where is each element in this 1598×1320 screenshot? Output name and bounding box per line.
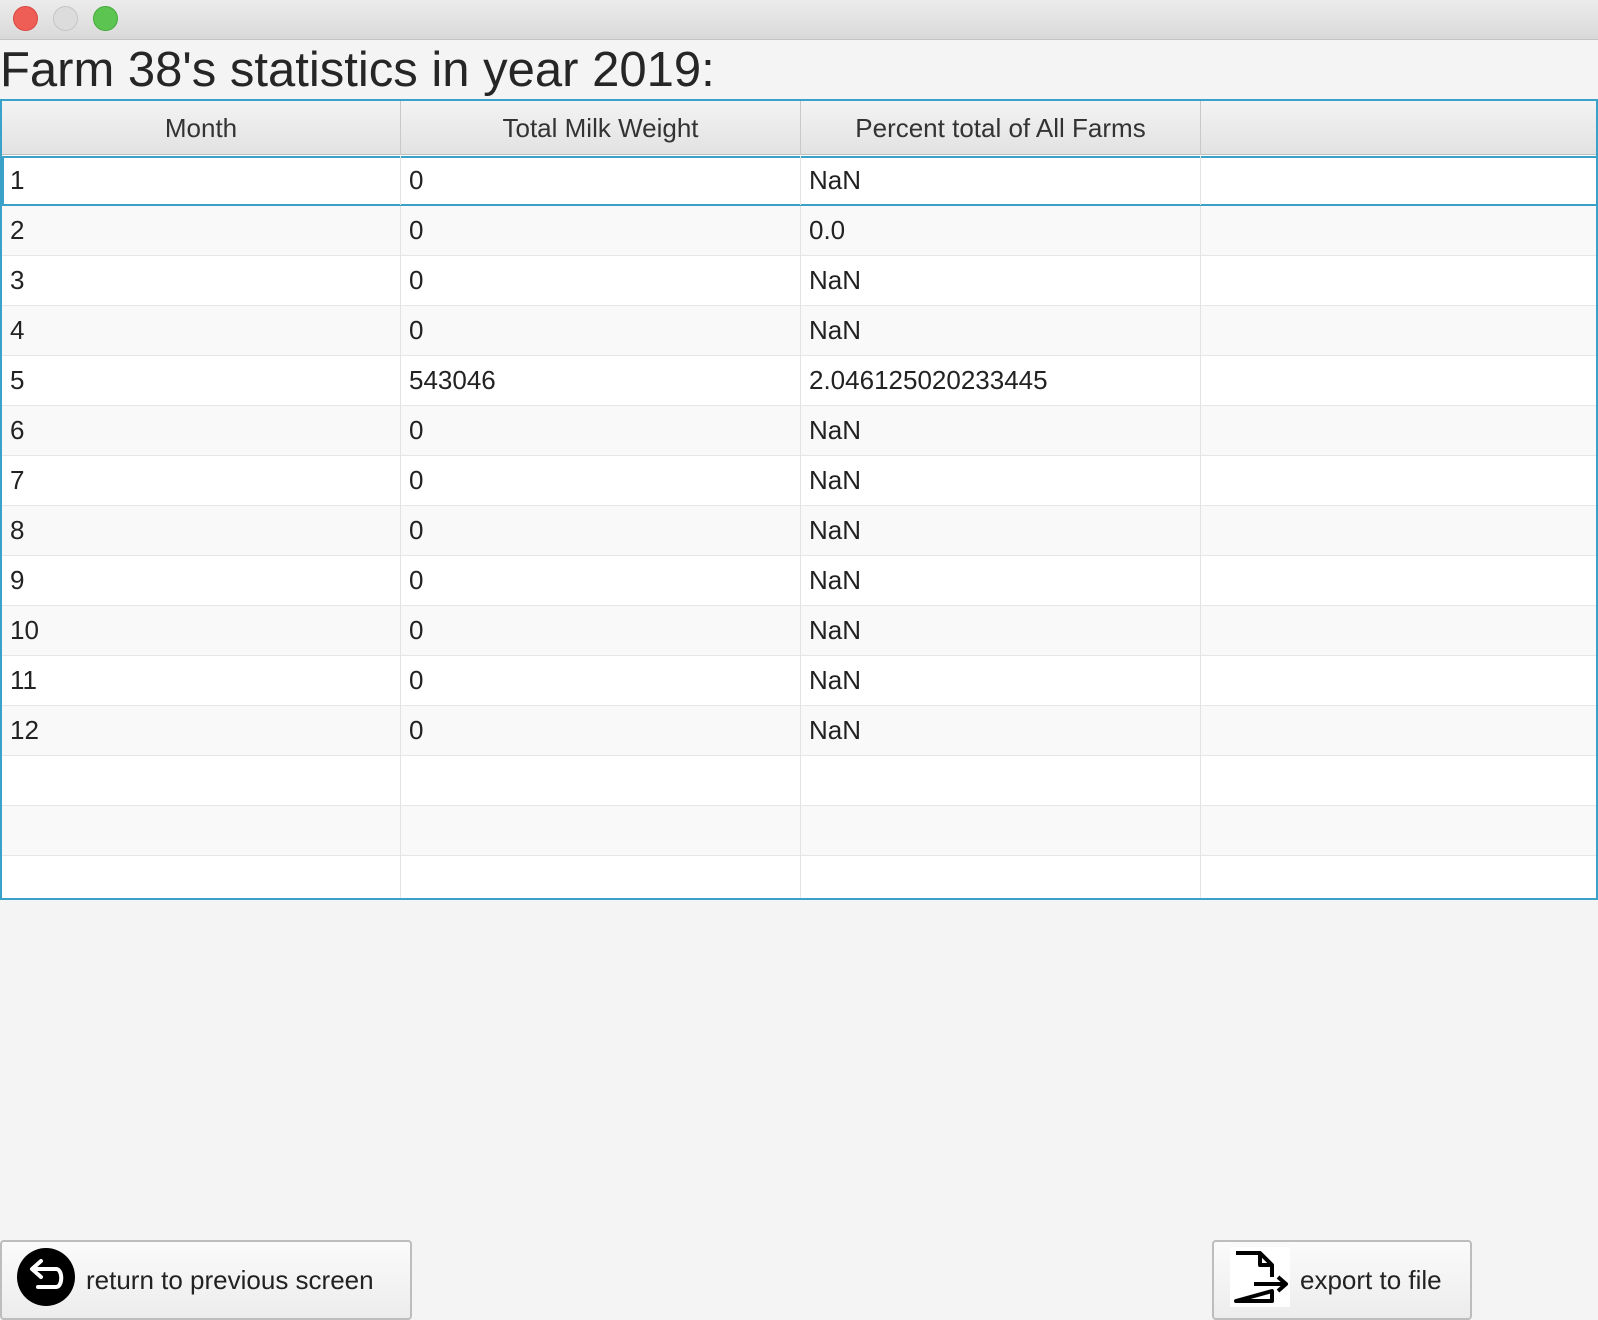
table-cell[interactable] <box>401 806 801 855</box>
table-row[interactable]: 9 0 NaN <box>2 556 1596 606</box>
column-header-percent-total[interactable]: Percent total of All Farms <box>801 101 1201 155</box>
table-cell[interactable] <box>1201 556 1596 605</box>
table-cell[interactable]: 0.0 <box>801 206 1201 255</box>
export-button-label: export to file <box>1300 1264 1442 1295</box>
close-window-button[interactable] <box>13 6 38 31</box>
table-cell[interactable]: 0 <box>401 156 801 205</box>
table-cell[interactable]: 10 <box>2 606 401 655</box>
table-cell[interactable] <box>1201 606 1596 655</box>
table-cell[interactable]: 2 <box>2 206 401 255</box>
table-cell[interactable]: 3 <box>2 256 401 305</box>
table-cell[interactable] <box>801 856 1201 898</box>
column-header-empty[interactable] <box>1201 101 1596 155</box>
table-cell[interactable]: 7 <box>2 456 401 505</box>
table-cell[interactable]: 9 <box>2 556 401 605</box>
table-cell[interactable]: 0 <box>401 506 801 555</box>
table-cell[interactable] <box>1201 206 1596 255</box>
maximize-window-button[interactable] <box>93 6 118 31</box>
table-cell[interactable] <box>1201 156 1596 205</box>
table-row[interactable]: 7 0 NaN <box>2 456 1596 506</box>
table-cell[interactable] <box>2 756 401 805</box>
window-titlebar <box>0 0 1598 40</box>
table-cell[interactable] <box>1201 306 1596 355</box>
table-cell[interactable]: 0 <box>401 206 801 255</box>
table-cell[interactable] <box>1201 456 1596 505</box>
table-row[interactable] <box>2 856 1596 898</box>
table-cell[interactable] <box>1201 856 1596 898</box>
table-cell[interactable]: 11 <box>2 656 401 705</box>
table-cell[interactable]: NaN <box>801 606 1201 655</box>
table-cell[interactable]: 0 <box>401 306 801 355</box>
table-cell[interactable]: 6 <box>2 406 401 455</box>
table-cell[interactable]: 0 <box>401 406 801 455</box>
table-cell[interactable] <box>1201 406 1596 455</box>
table-cell[interactable]: 0 <box>401 656 801 705</box>
table-row[interactable]: 8 0 NaN <box>2 506 1596 556</box>
table-cell[interactable]: 0 <box>401 706 801 755</box>
table-cell[interactable]: 0 <box>401 556 801 605</box>
table-cell[interactable]: 2.046125020233445 <box>801 356 1201 405</box>
table-row[interactable]: 1 0 NaN <box>2 156 1596 206</box>
table-cell[interactable] <box>401 756 801 805</box>
table-cell[interactable]: NaN <box>801 506 1201 555</box>
table-cell[interactable] <box>1201 756 1596 805</box>
table-cell[interactable] <box>1201 506 1596 555</box>
table-header: Month Total Milk Weight Percent total of… <box>2 101 1596 155</box>
table-cell[interactable]: 0 <box>401 456 801 505</box>
table-cell[interactable]: NaN <box>801 156 1201 205</box>
table-row[interactable]: 4 0 NaN <box>2 306 1596 356</box>
column-header-month[interactable]: Month <box>2 101 401 155</box>
table-cell[interactable] <box>1201 356 1596 405</box>
table-cell[interactable]: NaN <box>801 256 1201 305</box>
table-cell[interactable]: NaN <box>801 706 1201 755</box>
table-row[interactable]: 12 0 NaN <box>2 706 1596 756</box>
table-row[interactable] <box>2 756 1596 806</box>
table-row[interactable]: 3 0 NaN <box>2 256 1596 306</box>
table-cell[interactable] <box>1201 656 1596 705</box>
minimize-window-button[interactable] <box>53 6 78 31</box>
table-cell[interactable] <box>2 806 401 855</box>
statistics-table[interactable]: Month Total Milk Weight Percent total of… <box>0 99 1598 900</box>
table-cell[interactable]: 8 <box>2 506 401 555</box>
page-title: Farm 38's statistics in year 2019: <box>0 43 715 97</box>
return-button-label: return to previous screen <box>86 1264 374 1295</box>
table-row[interactable]: 2 0 0.0 <box>2 206 1596 256</box>
table-cell[interactable]: 0 <box>401 606 801 655</box>
export-button[interactable]: export to file <box>1212 1240 1472 1320</box>
table-row[interactable]: 11 0 NaN <box>2 656 1596 706</box>
table-row[interactable]: 5 543046 2.046125020233445 <box>2 356 1596 406</box>
table-cell[interactable] <box>401 856 801 898</box>
table-cell[interactable] <box>2 856 401 898</box>
export-file-icon <box>1230 1246 1290 1314</box>
table-cell[interactable]: 5 <box>2 356 401 405</box>
table-cell[interactable] <box>801 756 1201 805</box>
table-cell[interactable] <box>801 806 1201 855</box>
return-button[interactable]: return to previous screen <box>0 1240 412 1320</box>
column-header-total-milk-weight[interactable]: Total Milk Weight <box>401 101 801 155</box>
table-cell[interactable]: 1 <box>2 156 401 205</box>
return-arrow-icon <box>16 1247 76 1314</box>
table-cell[interactable]: NaN <box>801 306 1201 355</box>
table-row[interactable] <box>2 806 1596 856</box>
table-row[interactable]: 6 0 NaN <box>2 406 1596 456</box>
table-row[interactable]: 10 0 NaN <box>2 606 1596 656</box>
table-cell[interactable] <box>1201 256 1596 305</box>
table-cell[interactable]: NaN <box>801 656 1201 705</box>
table-cell[interactable]: 0 <box>401 256 801 305</box>
table-cell[interactable]: 543046 <box>401 356 801 405</box>
table-cell[interactable]: NaN <box>801 556 1201 605</box>
table-cell[interactable] <box>1201 806 1596 855</box>
table-cell[interactable]: 4 <box>2 306 401 355</box>
table-cell[interactable]: 12 <box>2 706 401 755</box>
table-cell[interactable]: NaN <box>801 456 1201 505</box>
table-body: 1 0 NaN 2 0 0.0 3 0 NaN 4 0 NaN 5 543046 2.04612502023… <box>2 156 1596 898</box>
table-cell[interactable]: NaN <box>801 406 1201 455</box>
table-cell[interactable] <box>1201 706 1596 755</box>
